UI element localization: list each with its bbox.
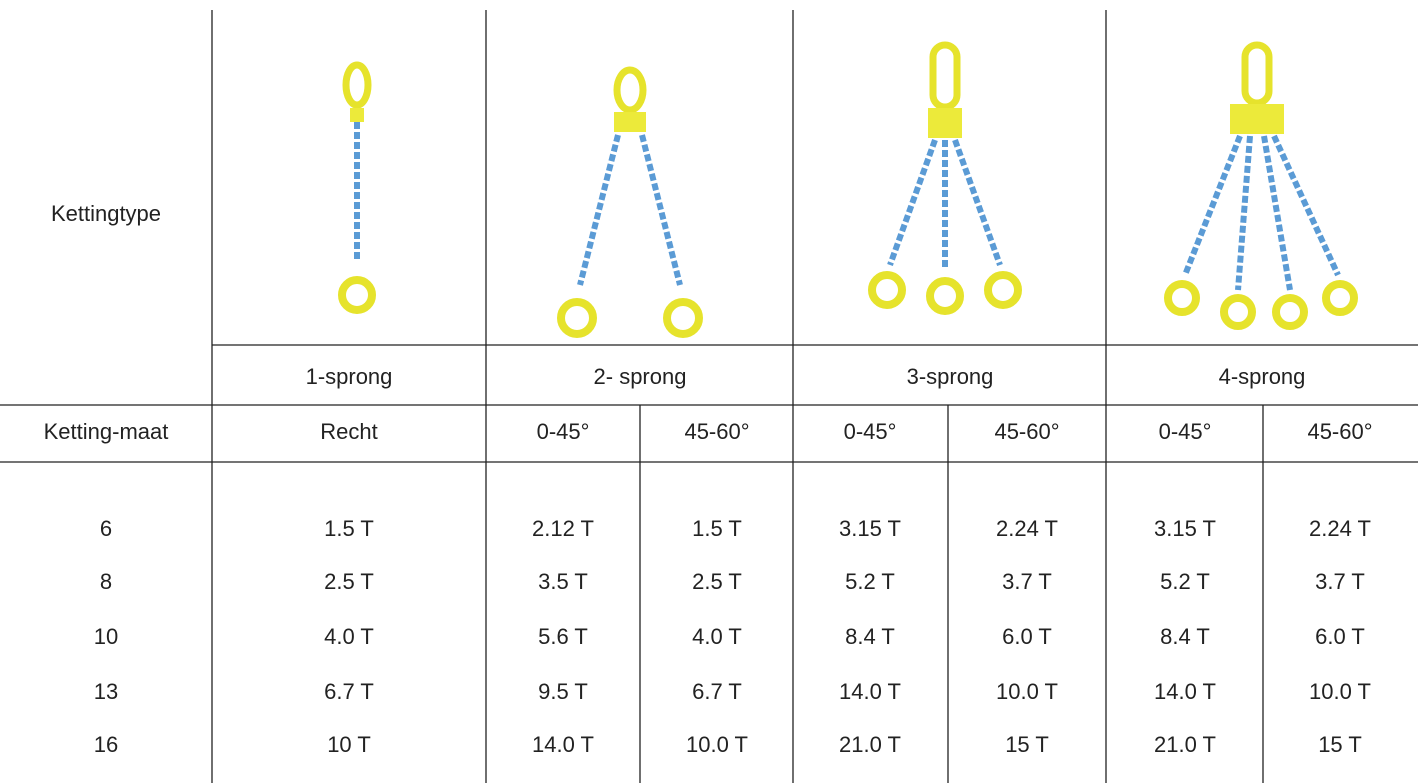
table-cell: 14.0 T bbox=[1154, 679, 1216, 704]
table-cell: 2.24 T bbox=[1309, 516, 1371, 541]
table-cell: 8.4 T bbox=[845, 624, 895, 649]
table-cell: 9.5 T bbox=[538, 679, 588, 704]
table-cell: 8.4 T bbox=[1160, 624, 1210, 649]
row-header: Kettingtype bbox=[51, 201, 161, 226]
table-cell: 3.5 T bbox=[538, 569, 588, 594]
table-cell: 4.0 T bbox=[692, 624, 742, 649]
table-cell: 6 bbox=[100, 516, 112, 541]
type-label: 1-sprong bbox=[306, 364, 393, 389]
subheader-cell: 45-60° bbox=[994, 419, 1059, 444]
table-cell: 1.5 T bbox=[692, 516, 742, 541]
table-cell: 5.2 T bbox=[1160, 569, 1210, 594]
table-cell: 21.0 T bbox=[839, 732, 901, 757]
table-cell: 3.15 T bbox=[1154, 516, 1216, 541]
subheader-cell: 0-45° bbox=[537, 419, 590, 444]
table-cell: 13 bbox=[94, 679, 118, 704]
table-cell: 4.0 T bbox=[324, 624, 374, 649]
table-cell: 2.24 T bbox=[996, 516, 1058, 541]
table-cell: 5.2 T bbox=[845, 569, 895, 594]
table-cell: 3.15 T bbox=[839, 516, 901, 541]
type-label: 3-sprong bbox=[907, 364, 994, 389]
chain-4-sprong bbox=[1168, 45, 1354, 326]
table-cell: 21.0 T bbox=[1154, 732, 1216, 757]
table-cell: 6.7 T bbox=[692, 679, 742, 704]
table-cell: 3.7 T bbox=[1315, 569, 1365, 594]
table-cell: 2.5 T bbox=[692, 569, 742, 594]
subheader-cell: 0-45° bbox=[1159, 419, 1212, 444]
table-cell: 10 T bbox=[327, 732, 371, 757]
chain-3-sprong bbox=[872, 45, 1018, 311]
subheader-cell: 45-60° bbox=[1307, 419, 1372, 444]
table: Kettingtype 1-sprong 2- sprong 3-sprong 4-s… bbox=[0, 0, 1418, 783]
table-cell: 6.7 T bbox=[324, 679, 374, 704]
table-cell: 15 T bbox=[1005, 732, 1049, 757]
table-cell: 3.7 T bbox=[1002, 569, 1052, 594]
table-cell: 6.0 T bbox=[1315, 624, 1365, 649]
grid bbox=[0, 10, 1418, 783]
table-cell: 1.5 T bbox=[324, 516, 374, 541]
subheader-cell: 0-45° bbox=[844, 419, 897, 444]
chain-1-sprong bbox=[342, 65, 372, 310]
type-label: 2- sprong bbox=[594, 364, 687, 389]
table-cell: 15 T bbox=[1318, 732, 1362, 757]
table-cell: 14.0 T bbox=[839, 679, 901, 704]
subheader-cell: Ketting-maat bbox=[44, 419, 169, 444]
table-cell: 5.6 T bbox=[538, 624, 588, 649]
table-cell: 2.12 T bbox=[532, 516, 594, 541]
table-cell: 8 bbox=[100, 569, 112, 594]
table-cell: 14.0 T bbox=[532, 732, 594, 757]
type-label: 4-sprong bbox=[1219, 364, 1306, 389]
table-cell: 2.5 T bbox=[324, 569, 374, 594]
table-cell: 16 bbox=[94, 732, 118, 757]
table-cell: 6.0 T bbox=[1002, 624, 1052, 649]
table-cell: 10.0 T bbox=[686, 732, 748, 757]
table-cell: 10 bbox=[94, 624, 118, 649]
subheader-cell: Recht bbox=[320, 419, 377, 444]
chain-2-sprong bbox=[561, 70, 699, 334]
subheader-cell: 45-60° bbox=[684, 419, 749, 444]
table-cell: 10.0 T bbox=[1309, 679, 1371, 704]
table-cell: 10.0 T bbox=[996, 679, 1058, 704]
